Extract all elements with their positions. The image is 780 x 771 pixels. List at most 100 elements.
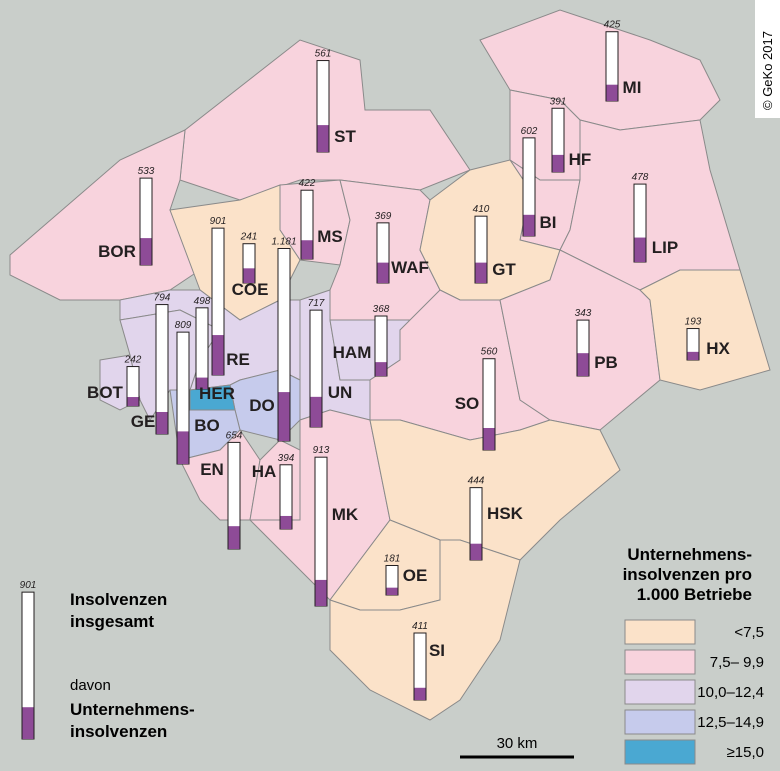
district-code: LIP bbox=[652, 238, 678, 257]
copyright-box bbox=[755, 0, 780, 118]
district-code: HAM bbox=[333, 343, 372, 362]
legend-swatch bbox=[624, 619, 696, 645]
bar-value: 717 bbox=[308, 298, 325, 309]
bar-value: 241 bbox=[240, 232, 258, 243]
bar-value: 478 bbox=[632, 172, 649, 183]
district-code: BO bbox=[194, 416, 220, 435]
bar-total bbox=[195, 307, 209, 390]
legend-class-label: 10,0–12,4 bbox=[697, 684, 764, 701]
district-code: WAF bbox=[391, 258, 429, 277]
bar-corporate bbox=[22, 707, 34, 739]
district-code: DO bbox=[249, 396, 275, 415]
bar-value: 242 bbox=[124, 355, 142, 366]
bar-corporate bbox=[386, 587, 398, 595]
district-code: GE bbox=[131, 412, 156, 431]
legend-swatch bbox=[624, 709, 696, 735]
legend-class-label: <7,5 bbox=[734, 624, 764, 641]
bar-value: 394 bbox=[278, 453, 295, 464]
district-code: SO bbox=[455, 394, 480, 413]
district-code: MI bbox=[623, 78, 642, 97]
bar-value: 602 bbox=[521, 126, 538, 137]
legend-title: 1.000 Betriebe bbox=[637, 585, 752, 604]
bar-corporate bbox=[552, 154, 564, 172]
bar-value: 1.181 bbox=[271, 236, 296, 247]
district-code: GT bbox=[492, 260, 516, 279]
district-area bbox=[639, 269, 771, 391]
district-code: SI bbox=[429, 641, 445, 660]
copyright: © GeKo 2017 bbox=[760, 31, 775, 110]
bar-value: 560 bbox=[481, 347, 498, 358]
bar-value: 498 bbox=[194, 296, 211, 307]
bar-corporate bbox=[278, 392, 290, 441]
district-code: BI bbox=[540, 213, 557, 232]
legend-corporate-text: Unternehmens-insolvenzen bbox=[70, 700, 195, 741]
bar-corporate bbox=[317, 125, 329, 152]
bar-value: 343 bbox=[575, 308, 592, 319]
bar-value: 193 bbox=[685, 317, 702, 328]
bar-value: 411 bbox=[412, 621, 428, 632]
district-area bbox=[329, 539, 521, 721]
district-code: HX bbox=[706, 339, 730, 358]
district-code: MK bbox=[332, 505, 359, 524]
district-code: HF bbox=[569, 150, 592, 169]
bar-value: 391 bbox=[550, 96, 567, 107]
district-code: MS bbox=[317, 227, 343, 246]
bar-corporate bbox=[577, 353, 589, 376]
legend-total-text: Insolvenzen insgesamt bbox=[70, 590, 167, 631]
bar-corporate bbox=[315, 579, 327, 606]
bar-corporate bbox=[310, 396, 322, 427]
bar-corporate bbox=[280, 515, 292, 529]
bar-value: 901 bbox=[20, 580, 37, 591]
legend-class-label: 12,5–14,9 bbox=[697, 714, 764, 731]
bar-value: 561 bbox=[315, 49, 332, 60]
bar-corporate bbox=[228, 526, 240, 549]
bar-corporate bbox=[212, 335, 224, 375]
bar-value: 422 bbox=[299, 178, 316, 189]
district-code: COE bbox=[232, 280, 269, 299]
legend-title: Unternehmens- bbox=[627, 545, 752, 564]
bar-value: 913 bbox=[313, 445, 330, 456]
district-code: PB bbox=[594, 353, 618, 372]
legend-of-which: davon bbox=[70, 677, 111, 694]
district-code: ST bbox=[334, 127, 356, 146]
bar-corporate bbox=[140, 238, 152, 265]
bar-value: 794 bbox=[154, 293, 171, 304]
bar-corporate bbox=[523, 214, 535, 236]
bar-corporate bbox=[414, 687, 426, 700]
legend-class-label: 7,5– 9,9 bbox=[710, 654, 764, 671]
bar-value: 444 bbox=[468, 476, 485, 487]
district-code: UN bbox=[328, 383, 353, 402]
district-code: HA bbox=[252, 462, 277, 481]
legend-swatch bbox=[624, 649, 696, 675]
bar-corporate bbox=[156, 411, 168, 434]
scale-label: 30 km bbox=[497, 735, 538, 752]
marks: 561 ST 425 MI 391 HF 602 BI 478 LIP 533 BOR 422 MS 369… bbox=[20, 20, 730, 740]
legend-swatch bbox=[624, 739, 696, 765]
bar-value: 533 bbox=[138, 166, 155, 177]
bar-value: 654 bbox=[226, 430, 243, 441]
bar-corporate bbox=[127, 397, 139, 406]
bar-value: 901 bbox=[210, 216, 227, 227]
district-code: RE bbox=[226, 350, 250, 369]
bar-corporate bbox=[196, 377, 208, 389]
bar-value: 368 bbox=[373, 304, 390, 315]
legend-title: insolvenzen pro bbox=[623, 565, 752, 584]
district-code: BOR bbox=[98, 242, 136, 261]
bar-corporate bbox=[377, 262, 389, 283]
bar-corporate bbox=[470, 543, 482, 560]
bar-corporate bbox=[634, 237, 646, 262]
bar-corporate bbox=[301, 240, 313, 259]
district-code: HSK bbox=[487, 504, 524, 523]
bar-value: 181 bbox=[384, 553, 401, 564]
bar-value: 425 bbox=[604, 20, 621, 31]
district-code: HER bbox=[199, 384, 235, 403]
legend-swatch bbox=[624, 679, 696, 705]
district-code: BOT bbox=[87, 383, 124, 402]
legend-class-label: ≥15,0 bbox=[727, 744, 764, 761]
district-code: EN bbox=[200, 460, 224, 479]
bar-corporate bbox=[606, 84, 618, 101]
bar-corporate bbox=[687, 351, 699, 360]
bar-value: 369 bbox=[375, 211, 392, 222]
